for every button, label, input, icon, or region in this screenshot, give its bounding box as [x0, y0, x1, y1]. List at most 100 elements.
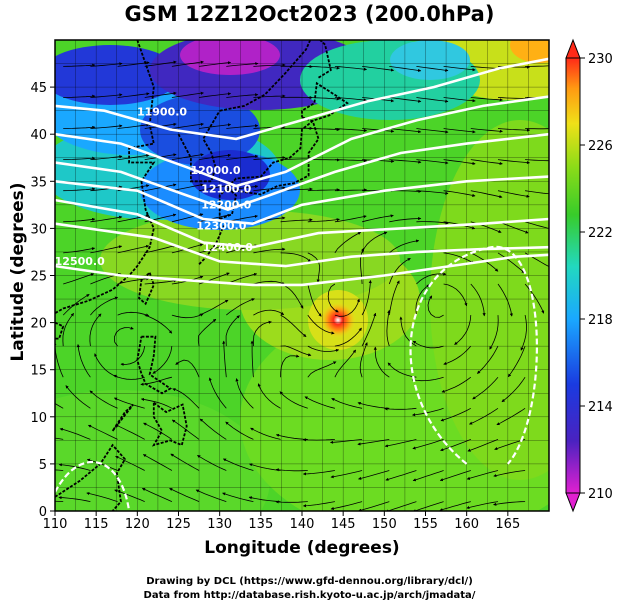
credit-drawing: Drawing by DCL (https://www.gfd-dennou.o… [146, 576, 473, 587]
streamline [253, 94, 286, 98]
streamline [226, 93, 259, 98]
streamline [63, 125, 96, 129]
streamline [357, 470, 390, 480]
streamline [520, 315, 527, 351]
streamline [280, 218, 313, 223]
x-tick-label: 130 [207, 517, 232, 532]
streamline [199, 123, 232, 129]
streamline [171, 60, 204, 67]
streamline [389, 66, 422, 72]
colorbar-tick-label: 210 [588, 487, 613, 502]
wind-streamlines [55, 60, 549, 511]
streamline [225, 421, 254, 440]
streamline [63, 94, 96, 98]
colorbar-bar [565, 57, 581, 494]
streamline [248, 463, 281, 471]
streamline [454, 315, 472, 345]
streamline [443, 97, 476, 103]
streamline [87, 424, 118, 440]
streamline [115, 455, 145, 471]
colorbar-tick-label: 230 [588, 52, 613, 67]
streamline [94, 353, 118, 378]
y-tick-label: 5 [39, 458, 47, 473]
streamline [171, 313, 204, 319]
streamline [90, 215, 123, 223]
streamline [443, 128, 476, 134]
streamline [443, 345, 472, 365]
streamline [199, 213, 231, 223]
y-axis-ticks: 0 5 10 15 20 25 30 35 40 45 [30, 81, 55, 520]
streamline [253, 320, 272, 347]
height-contours [55, 57, 549, 511]
streamline [90, 155, 123, 160]
contour-label: 12200.0 [201, 199, 251, 212]
y-tick-label: 35 [30, 175, 47, 190]
streamline [416, 97, 449, 103]
credit-data: Data from http://database.rish.kyoto-u.a… [143, 590, 476, 601]
streamline [334, 159, 368, 163]
coastline [177, 110, 221, 183]
streamline [469, 407, 499, 425]
contour-line-dashed [409, 246, 538, 465]
streamline [198, 299, 229, 316]
streamline [63, 247, 96, 254]
streamline [525, 159, 549, 162]
streamline [253, 280, 286, 285]
streamline [329, 439, 363, 444]
x-tick-label: 140 [290, 517, 315, 532]
streamline [496, 407, 526, 426]
coastline [198, 225, 225, 265]
streamline [86, 492, 118, 502]
streamline [55, 469, 64, 471]
colorbar-ticks: 230 226 222 218 214 210 [580, 52, 613, 502]
streamline [280, 314, 307, 338]
streamline [89, 390, 118, 409]
streamline [197, 455, 227, 471]
streamline [76, 343, 91, 378]
streamline [362, 66, 395, 72]
streamline [171, 153, 204, 160]
streamline [497, 128, 531, 132]
streamline [253, 156, 286, 160]
y-tick-label: 0 [39, 505, 47, 520]
streamline [399, 316, 417, 347]
streamline [275, 433, 308, 440]
streamline [152, 346, 173, 374]
streamline [307, 188, 340, 192]
streamline [62, 294, 90, 316]
streamline [489, 315, 499, 350]
streamline [524, 221, 549, 229]
x-tick-label: 115 [84, 517, 109, 532]
x-tick-label: 165 [495, 517, 520, 532]
coastline [111, 403, 134, 432]
contour-line [55, 198, 549, 249]
streamline [120, 346, 146, 366]
streamline [63, 217, 96, 223]
streamline [113, 326, 134, 347]
streamline [307, 97, 340, 101]
streamline [63, 187, 96, 192]
streamline [171, 419, 200, 440]
streamline [411, 407, 444, 417]
streamline [389, 97, 422, 103]
streamline [388, 257, 411, 285]
streamline [361, 231, 388, 254]
streamline [416, 190, 449, 195]
coastline [55, 321, 65, 340]
streamline [117, 92, 150, 98]
streamline [307, 283, 322, 317]
streamline [62, 312, 74, 347]
streamline [199, 153, 232, 160]
streamline [497, 252, 525, 274]
streamline [171, 183, 204, 192]
contour-labels: 11900.0 12000.0 12100.0 12200.0 12300.0 12400… [55, 105, 254, 268]
colorbar-max-arrow [565, 38, 581, 59]
y-tick-label: 15 [30, 364, 47, 379]
streamline [388, 280, 400, 316]
streamline [501, 376, 526, 403]
streamline [415, 284, 430, 316]
x-tick-label: 135 [248, 517, 273, 532]
streamline [362, 214, 394, 223]
streamline [357, 401, 390, 409]
